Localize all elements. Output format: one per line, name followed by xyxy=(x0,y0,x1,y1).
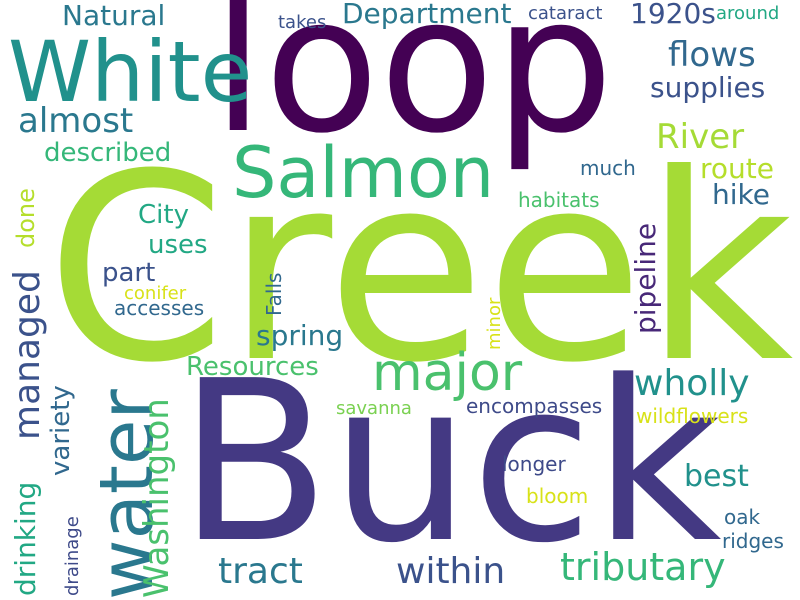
word-creek: Creek xyxy=(46,119,794,419)
word-part: part xyxy=(102,258,156,288)
word-tract: tract xyxy=(218,551,303,592)
word-pipeline: pipeline xyxy=(629,222,662,334)
word-route: route xyxy=(700,152,774,185)
word-tributary: tributary xyxy=(560,545,726,589)
word-habitats: habitats xyxy=(518,188,600,212)
word-described: described xyxy=(44,138,172,168)
word-bloom: bloom xyxy=(526,484,589,508)
word-conifer: conifer xyxy=(124,283,187,304)
word-wholly: wholly xyxy=(634,363,750,404)
word-salmon: Salmon xyxy=(232,132,495,214)
word-falls: Falls xyxy=(262,272,286,316)
word-done: done xyxy=(12,188,40,248)
word-almost: almost xyxy=(18,101,134,141)
word-river: River xyxy=(656,117,745,157)
word-resources: Resources xyxy=(186,352,319,382)
word-best: best xyxy=(684,459,749,494)
word-wildflowers: wildflowers xyxy=(636,404,749,428)
word-major: major xyxy=(372,343,523,403)
word-ridges: ridges xyxy=(722,529,784,553)
word-much: much xyxy=(580,156,636,180)
word-oak: oak xyxy=(724,505,761,529)
word-around: around xyxy=(716,3,780,24)
word-buck: Buck xyxy=(178,334,722,592)
word-washington: Washington xyxy=(137,398,177,598)
word-hike: hike xyxy=(712,178,770,211)
word-cataract: cataract xyxy=(528,3,603,24)
word-natural: Natural xyxy=(62,0,166,32)
word-uses: uses xyxy=(148,230,208,260)
word-takes: takes xyxy=(278,12,327,33)
word-drainage: drainage xyxy=(62,516,83,596)
word-variety: variety xyxy=(46,385,76,476)
word-1920s: 1920s xyxy=(630,0,716,30)
word-within: within xyxy=(396,551,506,592)
word-supplies: supplies xyxy=(650,71,766,104)
word-savanna: savanna xyxy=(336,398,412,419)
word-managed: managed xyxy=(7,270,48,440)
word-accesses: accesses xyxy=(114,296,205,320)
word-white: White xyxy=(8,23,253,121)
word-flows: flows xyxy=(668,35,756,75)
word-department: Department xyxy=(342,0,512,30)
word-loop: loop xyxy=(212,0,614,175)
word-city: City xyxy=(138,200,189,230)
word-longer: longer xyxy=(502,452,566,476)
word-encompasses: encompasses xyxy=(466,394,603,418)
word-spring: spring xyxy=(256,319,344,352)
word-minor: minor xyxy=(484,297,505,350)
word-drinking: drinking xyxy=(9,481,42,596)
